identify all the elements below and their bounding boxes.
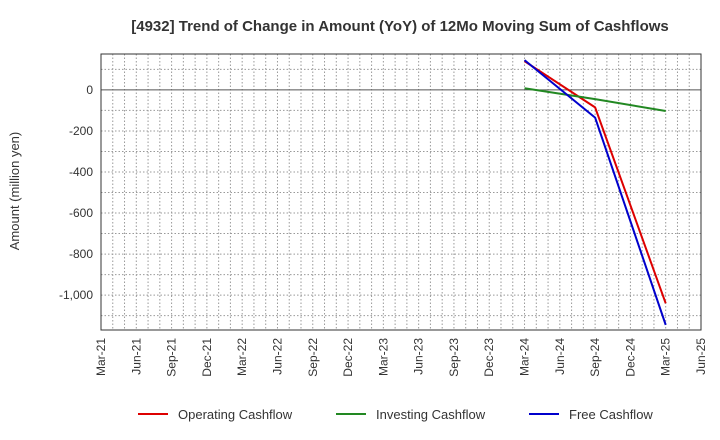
y-tick-label: -1,000 xyxy=(59,288,93,302)
y-tick-label: -800 xyxy=(69,247,93,261)
x-tick-label: Mar-22 xyxy=(235,338,249,376)
y-tick-label: -200 xyxy=(69,124,93,138)
legend-label-free-cashflow: Free Cashflow xyxy=(569,407,653,422)
x-tick-label: Mar-21 xyxy=(94,338,108,376)
legend-label-operating-cashflow: Operating Cashflow xyxy=(178,407,293,422)
x-tick-label: Sep-21 xyxy=(165,338,179,377)
series-line-free-cashflow xyxy=(523,59,667,326)
ticks: 0 -200 -400 -600 -800 -1,000 Mar-21 Jun-21 Sep-2… xyxy=(59,83,708,377)
grid xyxy=(101,54,701,330)
x-tick-label: Sep-22 xyxy=(306,338,320,377)
x-tick-label: Mar-24 xyxy=(518,338,532,376)
x-tick-label: Mar-25 xyxy=(659,338,673,376)
x-tick-label: Sep-24 xyxy=(588,338,602,377)
x-tick-label: Dec-21 xyxy=(200,338,214,377)
x-tick-label: Jun-21 xyxy=(129,338,143,375)
x-tick-label: Jun-22 xyxy=(270,338,284,375)
y-tick-label: 0 xyxy=(86,83,93,97)
x-tick-label: Jun-23 xyxy=(412,338,426,375)
x-tick-label: Mar-23 xyxy=(376,338,390,376)
plot-frame xyxy=(100,53,702,331)
legend: Operating Cashflow Investing Cashflow Free… xyxy=(138,407,653,422)
x-tick-label: Jun-25 xyxy=(694,338,708,375)
x-tick-label: Dec-23 xyxy=(482,338,496,377)
legend-label-investing-cashflow: Investing Cashflow xyxy=(376,407,486,422)
series-line-investing-cashflow xyxy=(524,87,666,113)
series-group xyxy=(523,59,667,326)
y-tick-label: -600 xyxy=(69,206,93,220)
y-tick-label: -400 xyxy=(69,165,93,179)
x-tick-label: Jun-24 xyxy=(553,338,567,375)
x-tick-label: Dec-24 xyxy=(623,338,637,377)
y-axis-label: Amount (million yen) xyxy=(7,132,22,251)
chart-title: [4932] Trend of Change in Amount (YoY) o… xyxy=(131,18,669,35)
series-line-operating-cashflow xyxy=(523,60,667,304)
x-tick-label: Sep-23 xyxy=(447,338,461,377)
x-tick-label: Dec-22 xyxy=(341,338,355,377)
